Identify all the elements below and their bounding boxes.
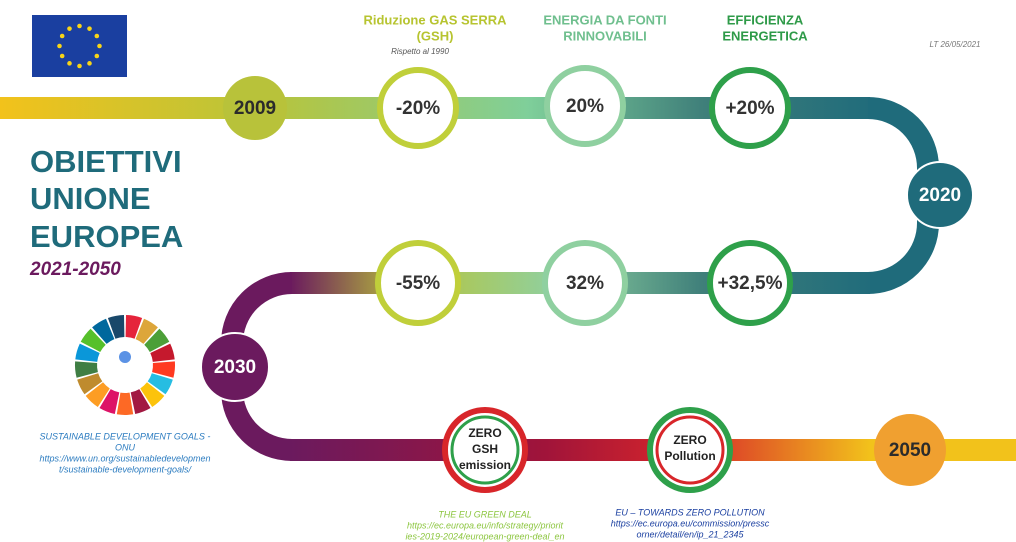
period: 2021-2050 bbox=[29, 259, 121, 280]
target: 32% bbox=[566, 273, 604, 294]
source: https://www.un.org/sustainabledevelopmen bbox=[39, 453, 210, 463]
star bbox=[94, 53, 100, 59]
target-circle bbox=[375, 240, 461, 326]
sdg-logo bbox=[74, 315, 176, 415]
target: ZERO bbox=[673, 433, 706, 447]
sdg-segment bbox=[99, 389, 120, 414]
star bbox=[59, 53, 65, 59]
target-circle bbox=[709, 67, 791, 149]
title: UNIONE bbox=[30, 181, 151, 216]
star bbox=[97, 43, 102, 49]
milestone bbox=[223, 76, 287, 140]
header: EFFICIENZA bbox=[727, 12, 804, 27]
milestone bbox=[906, 161, 974, 229]
star bbox=[94, 33, 100, 39]
sdg-segment bbox=[140, 382, 165, 407]
target: +20% bbox=[725, 98, 774, 119]
sdg-segment bbox=[77, 373, 103, 395]
header: RINNOVABILI bbox=[563, 28, 647, 43]
star bbox=[67, 61, 72, 66]
source: SUSTAINABLE DEVELOPMENT GOALS - bbox=[40, 431, 211, 441]
target: Pollution bbox=[664, 449, 715, 463]
source: t/sustainable-development-goals/ bbox=[59, 464, 193, 474]
headers: Riduzione GAS SERRA (GSH) Rispetto al 19… bbox=[363, 12, 808, 56]
sdg-segment bbox=[135, 318, 158, 344]
sdg-segment bbox=[116, 392, 134, 415]
sdg-segment bbox=[80, 328, 106, 352]
sdg-segment bbox=[125, 315, 143, 339]
source: orner/detail/en/ip_21_2345 bbox=[636, 529, 744, 539]
sdg-segment bbox=[92, 318, 115, 344]
milestone bbox=[200, 332, 270, 402]
target-circle bbox=[377, 67, 459, 149]
source: THE EU GREEN DEAL bbox=[438, 509, 532, 519]
target: -55% bbox=[396, 273, 440, 294]
header: ENERGETICA bbox=[722, 28, 808, 43]
target-circle bbox=[442, 407, 528, 493]
sdg-emblem bbox=[119, 351, 131, 363]
milestone-label: 2009 bbox=[234, 98, 276, 119]
sdg-segment bbox=[75, 343, 100, 362]
eu-flag bbox=[32, 15, 127, 77]
milestone bbox=[874, 414, 946, 486]
target-circle bbox=[544, 65, 626, 147]
target: +32,5% bbox=[718, 273, 783, 294]
sdg-segment bbox=[144, 328, 170, 352]
target: -20% bbox=[396, 98, 440, 119]
target-circle bbox=[542, 240, 628, 326]
source: ONU bbox=[115, 442, 136, 452]
target: ZERO bbox=[468, 426, 501, 440]
source: https://ec.europa.eu/commission/pressc bbox=[611, 518, 770, 528]
sdg-segment bbox=[150, 343, 175, 362]
header-note: Rispetto al 1990 bbox=[391, 47, 449, 56]
target: 20% bbox=[566, 96, 604, 117]
sdg-center bbox=[98, 338, 152, 392]
source: EU – TOWARDS ZERO POLLUTION bbox=[615, 507, 765, 517]
milestone-label: 2020 bbox=[919, 185, 961, 206]
sdg-segment bbox=[107, 315, 125, 339]
sdg-segment bbox=[152, 361, 176, 378]
star bbox=[87, 61, 92, 66]
sdg-segment bbox=[85, 382, 110, 407]
sdg-segment bbox=[147, 373, 173, 395]
target: GSH bbox=[472, 442, 498, 456]
title: OBIETTIVI bbox=[30, 144, 182, 179]
target: emission bbox=[459, 458, 511, 472]
star bbox=[59, 33, 65, 39]
header: ENERGIA DA FONTI bbox=[543, 12, 666, 27]
milestone-label: 2030 bbox=[214, 357, 256, 378]
target-ring bbox=[655, 415, 725, 485]
star bbox=[77, 63, 82, 69]
source: https://ec.europa.eu/info/strategy/prior… bbox=[407, 520, 564, 530]
milestone-label: 2050 bbox=[889, 440, 931, 461]
star bbox=[67, 26, 72, 31]
star bbox=[77, 23, 82, 29]
star bbox=[87, 26, 92, 31]
source: ies-2019-2024/european-green-deal_en bbox=[405, 531, 564, 541]
sdg-segment bbox=[130, 389, 151, 414]
header: (GSH) bbox=[417, 28, 454, 43]
target-ring bbox=[450, 415, 520, 485]
star bbox=[57, 43, 62, 49]
header: Riduzione GAS SERRA bbox=[363, 12, 507, 27]
date: LT 26/05/2021 bbox=[929, 40, 980, 49]
target-circle bbox=[647, 407, 733, 493]
title: EUROPEA bbox=[30, 219, 183, 254]
target-circle bbox=[707, 240, 793, 326]
sdg-segment bbox=[74, 361, 98, 378]
